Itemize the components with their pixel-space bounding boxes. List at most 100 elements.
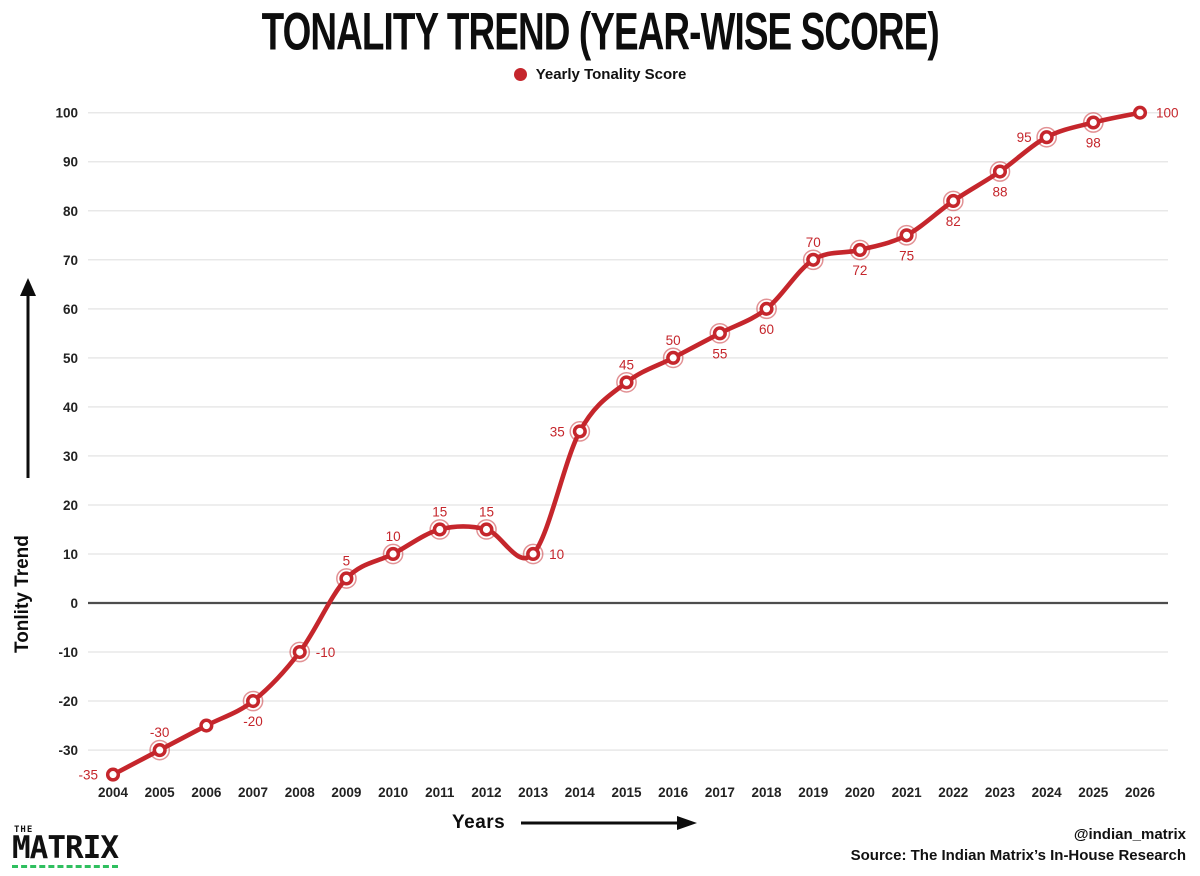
y-tick-label: 0 (70, 596, 78, 611)
data-point-marker (1132, 105, 1148, 120)
x-tick-label: 2013 (518, 785, 549, 800)
data-point-label: 75 (899, 248, 914, 263)
data-point-marker (432, 522, 447, 537)
data-point-marker (806, 252, 821, 267)
data-point-halo (242, 690, 264, 712)
x-tick-label: 2007 (238, 785, 268, 800)
data-point-halo (382, 543, 404, 565)
data-point-marker (899, 228, 914, 243)
x-tick-label: 2005 (145, 785, 176, 800)
data-point-halo (476, 519, 497, 540)
brand-logo-the: THE (14, 825, 34, 836)
data-point-marker (292, 644, 307, 660)
y-axis-title: Tonlity Trend (12, 535, 33, 653)
legend-dot-icon (513, 68, 527, 81)
x-tick-label: 2012 (471, 785, 501, 800)
y-tick-label: 40 (63, 400, 78, 415)
x-tick-label: 2008 (285, 785, 316, 800)
source-credit: Source: The Indian Matrix’s In-House Res… (850, 847, 1186, 864)
data-point-halo (756, 298, 777, 320)
data-point-halo (336, 568, 357, 589)
data-point-marker (199, 718, 214, 733)
y-tick-label: -20 (58, 694, 78, 709)
y-tick-label: 90 (63, 155, 78, 170)
data-point-label: 45 (619, 357, 634, 372)
chart-title-text: TONALITY TREND (YEAR-WISE SCORE) (261, 2, 939, 61)
x-tick-label: 2010 (378, 785, 408, 800)
x-tick-label: 2017 (705, 785, 735, 800)
data-point-halo (149, 739, 171, 761)
data-point-marker (1039, 130, 1054, 145)
data-point-label: 88 (992, 185, 1007, 200)
y-axis-label-block: Tonlity Trend (12, 278, 48, 653)
x-tick-label: 2009 (331, 785, 361, 800)
data-point-label: 82 (946, 214, 961, 229)
data-point-halo (802, 249, 824, 271)
data-point-halo (289, 641, 311, 663)
data-point-label: -20 (243, 714, 263, 729)
x-tick-label: 2024 (1032, 785, 1063, 800)
data-point-marker (992, 164, 1008, 179)
data-point-marker (339, 571, 354, 586)
y-tick-label: 50 (63, 351, 78, 366)
data-point-label: -35 (78, 768, 98, 783)
data-point-marker (105, 767, 121, 782)
data-point-label: 95 (1017, 130, 1032, 145)
data-point-label: 55 (712, 346, 727, 361)
data-point-marker (572, 424, 587, 439)
x-tick-label: 2018 (752, 785, 783, 800)
brand-logo-name: MATRIX (12, 830, 119, 868)
legend-label: Yearly Tonality Score (535, 66, 687, 83)
data-point-label: 35 (550, 424, 565, 439)
chart-legend: Yearly Tonality Score (0, 66, 1200, 83)
x-tick-label: 2004 (98, 785, 129, 800)
data-point-halo (569, 421, 591, 442)
data-point-label: 10 (549, 547, 564, 562)
data-point-label: -30 (150, 725, 170, 740)
data-point-halo (429, 519, 451, 540)
data-point-label: 100 (1156, 106, 1179, 121)
x-tick-label: 2015 (611, 785, 642, 800)
data-point-marker (386, 546, 401, 562)
y-tick-label: 10 (63, 547, 78, 562)
trend-line (110, 110, 1143, 777)
data-point-halo (1082, 112, 1104, 133)
data-point-marker (852, 242, 867, 258)
x-axis-arrow-icon (521, 816, 698, 830)
data-point-halo (662, 347, 684, 369)
chart-title: TONALITY TREND (YEAR-WISE SCORE) (0, 2, 1200, 61)
y-tick-label: 100 (55, 106, 78, 121)
data-point-halo (989, 161, 1011, 182)
x-tick-label: 2019 (798, 785, 828, 800)
x-tick-label: 2016 (658, 785, 689, 800)
data-point-halo (616, 372, 637, 393)
data-point-marker (666, 350, 681, 365)
x-tick-label: 2014 (565, 785, 596, 800)
brand-logo: THE MATRIX (12, 825, 119, 868)
data-point-label: 10 (386, 529, 401, 544)
x-tick-label: 2011 (425, 785, 455, 800)
y-tick-label: -10 (58, 645, 78, 660)
data-point-label: 60 (759, 322, 774, 337)
x-tick-label: 2023 (985, 785, 1016, 800)
y-tick-label: 20 (63, 498, 78, 513)
data-point-marker (1086, 115, 1101, 130)
y-tick-label: -30 (58, 743, 78, 758)
data-point-label: 15 (432, 504, 447, 519)
x-axis-title: Years (452, 812, 506, 833)
data-point-marker (619, 375, 634, 390)
data-point-halo (1036, 126, 1057, 148)
data-point-marker (526, 546, 541, 562)
data-point-label: 98 (1086, 136, 1101, 151)
data-point-marker (479, 522, 494, 537)
y-axis-arrow-icon (20, 278, 36, 478)
y-tick-label: 30 (63, 449, 78, 464)
x-tick-label: 2006 (191, 785, 222, 800)
x-tick-label: 2025 (1078, 785, 1109, 800)
x-tick-label: 2022 (938, 785, 968, 800)
data-point-halo (942, 190, 964, 212)
data-point-label: 15 (479, 504, 494, 519)
data-point-label: 70 (806, 235, 821, 250)
